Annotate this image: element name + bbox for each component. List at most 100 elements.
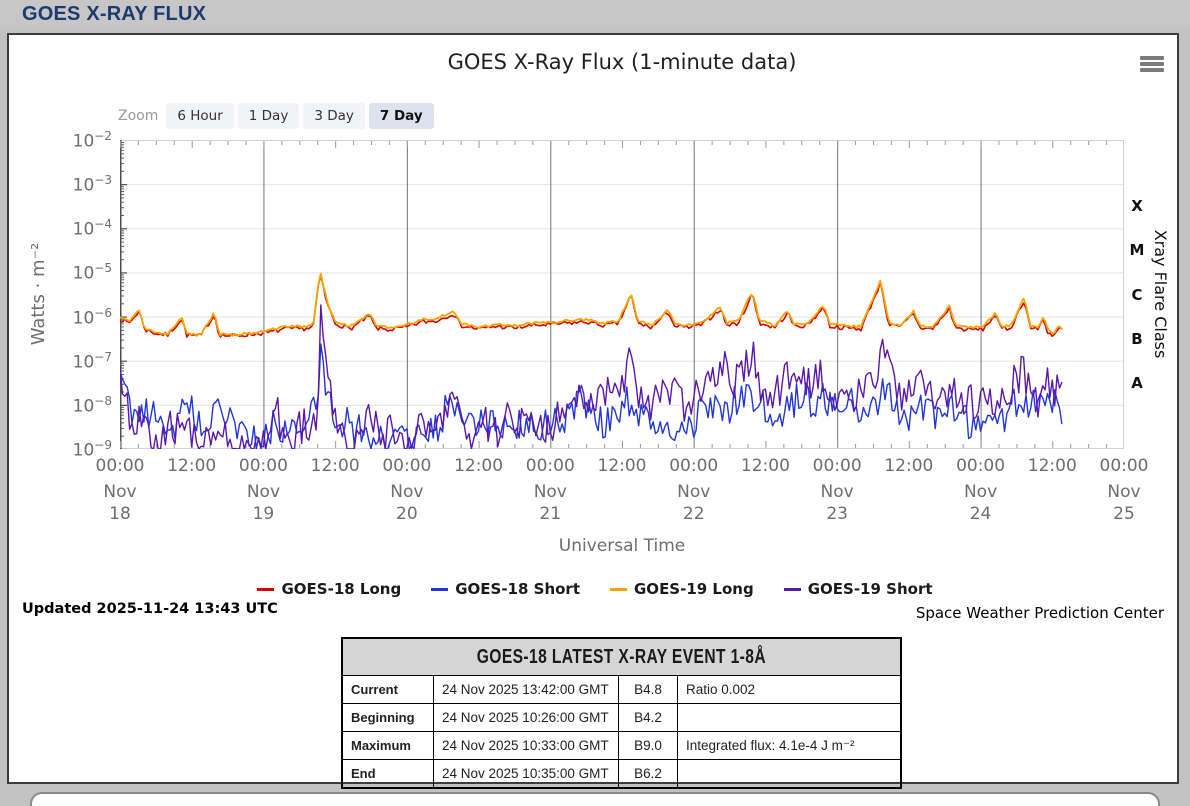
event-row-note: Ratio 0.002 [677, 675, 902, 704]
legend-label: GOES-19 Long [634, 580, 754, 598]
y-axis-title: Watts · m⁻² [28, 242, 49, 346]
legend-swatch [610, 587, 627, 591]
x-axis-tick-label: 12:00 [884, 456, 934, 476]
x-axis-day-label: 22 [682, 504, 705, 524]
zoom-controls: Zoom 6 Hour 1 Day 3 Day 7 Day [118, 103, 438, 129]
x-axis-tick-label: 12:00 [310, 456, 360, 476]
x-axis-tick-label: 00:00 [525, 456, 575, 476]
x-axis-day-label: 25 [1113, 504, 1135, 524]
y-axis-tick-label: 10−4 [72, 217, 112, 240]
event-row-time: 24 Nov 2025 10:35:00 GMT [433, 759, 619, 789]
right-axis-title: Xray Flare Class [1151, 229, 1170, 359]
zoom-button-3-day[interactable]: 3 Day [303, 103, 365, 129]
zoom-button-6-hour[interactable]: 6 Hour [166, 103, 234, 129]
flare-class-label-a: A [1131, 373, 1143, 392]
x-axis-tick-label: 00:00 [238, 456, 288, 476]
y-axis-tick-label: 10−5 [72, 261, 112, 285]
y-axis-tick-label: 10−3 [72, 173, 112, 196]
series-goes-19-short [119, 304, 1063, 450]
updated-timestamp: Updated 2025-11-24 13:43 UTC [22, 601, 278, 617]
event-row-class: B9.0 [618, 731, 678, 760]
event-row-class: B6.2 [618, 759, 678, 789]
event-row-note: Integrated flux: 4.1e-4 J m⁻² [677, 731, 902, 760]
x-axis-tick-label: 00:00 [669, 456, 719, 476]
x-axis-day-label: 19 [252, 504, 275, 524]
x-axis-day-label: 20 [396, 504, 418, 524]
x-axis-tick-label: 00:00 [812, 456, 862, 476]
flare-class-label-x: X [1131, 197, 1143, 216]
flare-class-label-b: B [1131, 329, 1143, 348]
x-axis-tick-label: 12:00 [167, 456, 217, 476]
chart-title: GOES X-Ray Flux (1-minute data) [447, 50, 797, 74]
y-axis-tick-label: 10−2 [72, 129, 112, 152]
hamburger-icon [1140, 68, 1164, 72]
x-axis-tick-label: 00:00 [956, 456, 1006, 476]
event-row-class: B4.8 [618, 675, 678, 704]
flare-class-label-c: C [1131, 285, 1143, 304]
event-table-title: GOES-18 LATEST X-RAY EVENT 1-8Å [476, 645, 767, 668]
x-axis-month-label: Nov [103, 482, 137, 502]
x-axis-title: Universal Time [558, 536, 686, 556]
zoom-button-7-day[interactable]: 7 Day [368, 103, 434, 129]
legend-item-goes-18-short[interactable]: GOES-18 Short [431, 580, 580, 598]
zoom-button-1-day[interactable]: 1 Day [237, 103, 300, 129]
legend-label: GOES-19 Short [807, 580, 933, 598]
series-goes-19-long [119, 272, 1063, 337]
x-axis-month-label: Nov [246, 482, 281, 502]
event-row-time: 24 Nov 2025 13:42:00 GMT [433, 675, 619, 704]
event-row-time: 24 Nov 2025 10:26:00 GMT [433, 703, 619, 732]
hamburger-icon [1140, 56, 1164, 60]
x-axis-month-label: Nov [533, 482, 567, 502]
hamburger-icon [1140, 62, 1164, 66]
x-axis-tick-label: 00:00 [382, 456, 432, 476]
event-table-row-end: End 24 Nov 2025 10:35:00 GMT B6.2 [341, 759, 902, 789]
event-table-row-beginning: Beginning 24 Nov 2025 10:26:00 GMT B4.2 [341, 703, 902, 732]
chart-menu-button[interactable] [1140, 56, 1164, 78]
x-axis-tick-label: 00:00 [1099, 456, 1149, 476]
x-axis-tick-label: 12:00 [597, 456, 647, 476]
x-axis-day-label: 21 [539, 504, 562, 524]
x-axis-day-label: 23 [826, 504, 848, 524]
x-axis-month-label: Nov [820, 482, 854, 502]
chart-legend: GOES-18 Long GOES-18 Short GOES-19 Long GOE… [0, 580, 1190, 598]
y-axis-tick-label: 10−9 [72, 438, 112, 461]
y-axis-tick-label: 10−8 [72, 393, 112, 417]
page-title: GOES X-RAY FLUX [22, 3, 207, 25]
x-axis-tick-label: 12:00 [454, 456, 504, 476]
x-axis-tick-label: 12:00 [740, 456, 790, 476]
x-axis-day-label: 24 [969, 504, 992, 524]
event-table-row-maximum: Maximum 24 Nov 2025 10:33:00 GMT B9.0 In… [341, 731, 902, 760]
event-row-note [677, 703, 902, 732]
series-goes-18-long [119, 275, 1063, 338]
series-goes-18-short [119, 343, 1063, 450]
legend-item-goes-18-long[interactable]: GOES-18 Long [257, 580, 401, 598]
event-row-label: Maximum [341, 731, 434, 760]
swpc-credit: Space Weather Prediction Center [915, 604, 1164, 622]
x-axis-tick-label: 12:00 [1027, 456, 1077, 476]
event-table-row-current: Current 24 Nov 2025 13:42:00 GMT B4.8 Ra… [341, 675, 902, 704]
y-axis-tick-label: 10−6 [72, 305, 112, 329]
x-axis-day-label: 18 [109, 504, 131, 524]
event-row-label: End [341, 759, 434, 789]
zoom-label: Zoom [118, 108, 159, 124]
next-panel-stub [30, 792, 1160, 806]
event-table: GOES-18 LATEST X-RAY EVENT 1-8Å Current … [341, 637, 902, 789]
legend-item-goes-19-short[interactable]: GOES-19 Short [783, 580, 933, 598]
xray-flux-chart[interactable] [119, 140, 1125, 451]
event-row-note [677, 759, 902, 789]
event-row-time: 24 Nov 2025 10:33:00 GMT [433, 731, 619, 760]
event-row-class: B4.2 [618, 703, 678, 732]
legend-swatch [431, 587, 449, 591]
x-axis-month-label: Nov [963, 482, 998, 502]
x-axis-month-label: Nov [1107, 482, 1141, 502]
legend-item-goes-19-long[interactable]: GOES-19 Long [610, 580, 754, 598]
x-axis-month-label: Nov [390, 482, 424, 502]
event-row-label: Beginning [341, 703, 434, 732]
legend-swatch [257, 587, 275, 591]
x-axis-month-label: Nov [677, 482, 711, 502]
legend-swatch [783, 587, 801, 591]
page-header: GOES X-RAY FLUX [0, 0, 1190, 31]
legend-label: GOES-18 Long [281, 580, 402, 598]
y-axis-tick-label: 10−7 [72, 349, 112, 373]
